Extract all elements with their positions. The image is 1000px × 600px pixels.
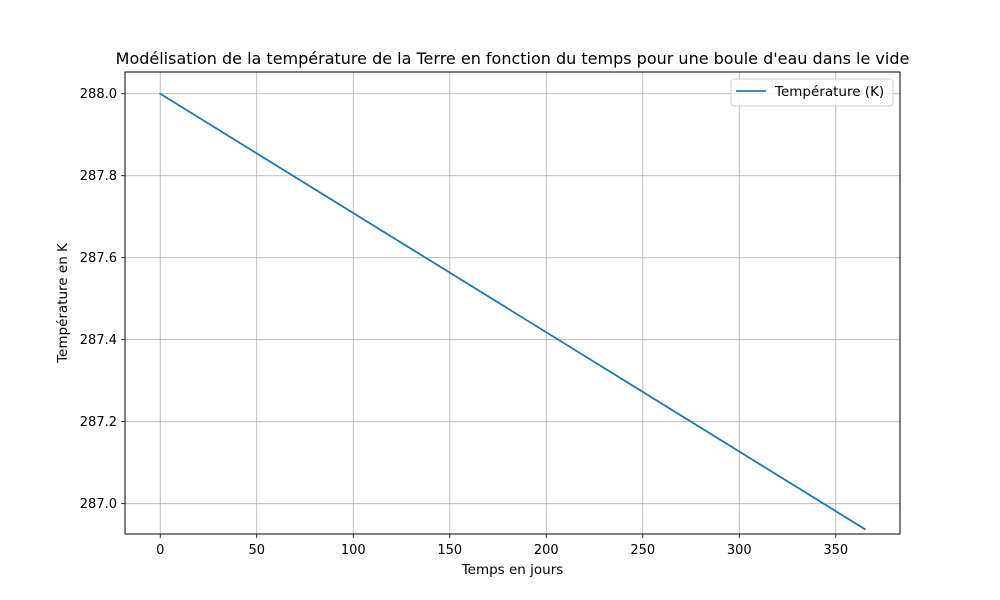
x-axis-ticks: 0 50 100 150 200 250 300 350 — [156, 534, 848, 558]
plot-frame — [124, 71, 901, 535]
x-tick-label: 250 — [630, 543, 655, 558]
legend-label: Température (K) — [774, 84, 884, 100]
y-tick-label: 287.4 — [80, 333, 117, 348]
series-line — [158, 92, 867, 531]
legend: Température (K) — [730, 78, 894, 107]
y-axis-label: Température en K — [55, 242, 71, 364]
legend-box — [730, 78, 894, 107]
x-tick-label: 200 — [534, 543, 559, 558]
y-tick-label: 287.6 — [80, 251, 117, 266]
y-tick-label: 288.0 — [80, 87, 117, 102]
x-tick-label: 300 — [727, 543, 752, 558]
plot-area — [125, 72, 900, 534]
y-tick-label: 287.0 — [80, 497, 117, 512]
y-axis-ticks: 287.0 287.2 287.4 287.6 287.8 288.0 — [80, 87, 125, 512]
y-tick-label: 287.8 — [80, 169, 117, 184]
x-tick-label: 150 — [437, 543, 462, 558]
x-tick-label: 100 — [341, 543, 366, 558]
x-tick-label: 50 — [248, 543, 265, 558]
y-tick-label: 287.2 — [80, 415, 117, 430]
x-tick-label: 0 — [156, 543, 164, 558]
x-axis-label: Temps en jours — [461, 562, 564, 578]
series-layer — [158, 92, 867, 531]
x-tick-label: 350 — [823, 543, 848, 558]
grid-x — [159, 72, 837, 534]
chart-title: Modélisation de la température de la Ter… — [116, 49, 910, 68]
